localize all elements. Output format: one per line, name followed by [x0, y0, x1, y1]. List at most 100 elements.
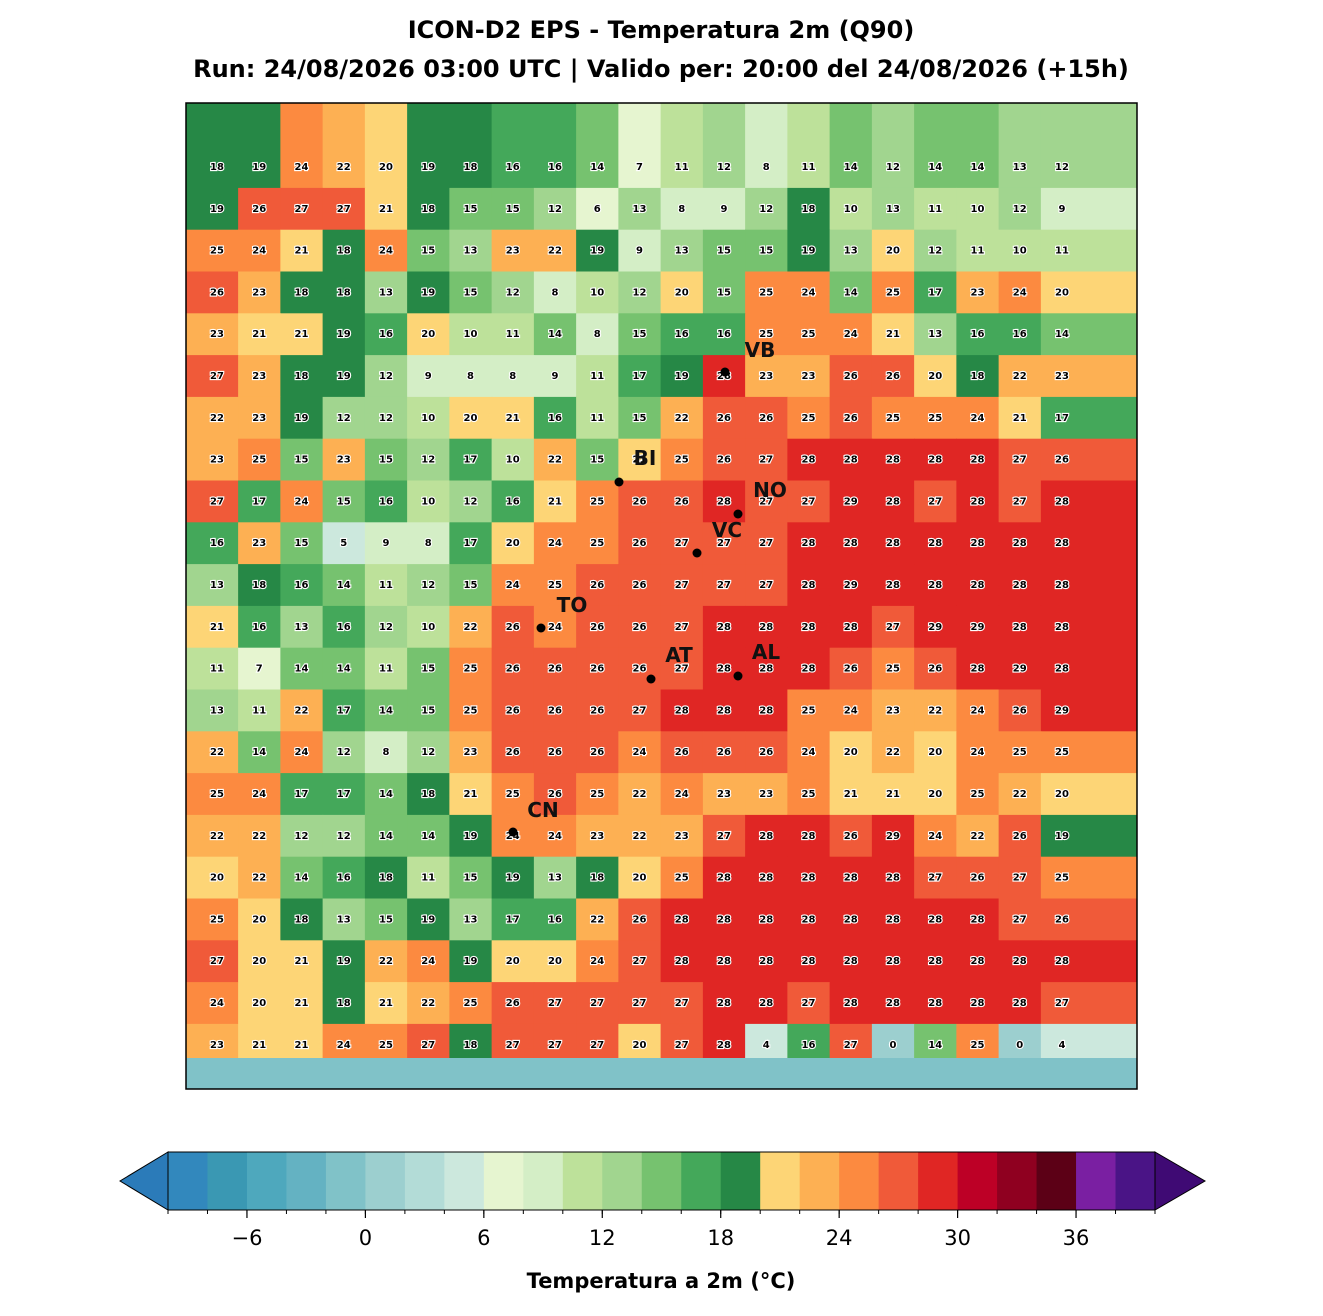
city-marker	[614, 477, 624, 487]
colorbar-tick-label: −6	[231, 1226, 262, 1250]
temperature-value: 12	[633, 287, 647, 298]
temperature-value: 21	[295, 998, 309, 1009]
temperature-cell	[745, 856, 788, 899]
temperature-value: 20	[675, 287, 689, 298]
temperature-cell	[1040, 773, 1137, 816]
temperature-cell	[449, 940, 493, 983]
temperature-value: 8	[552, 287, 559, 298]
temperature-value: 13	[464, 914, 478, 925]
temperature-value: 27	[717, 538, 731, 549]
map-frame	[185, 102, 1138, 1090]
temperature-value: 26	[717, 413, 731, 424]
temperature-cell	[186, 229, 239, 272]
temperature-value: 16	[506, 162, 520, 173]
temperature-value: 25	[802, 413, 816, 424]
temperature-value: 14	[379, 831, 393, 842]
temperature-value: 23	[590, 831, 604, 842]
temperature-cell	[407, 313, 450, 356]
temperature-cell	[660, 355, 704, 398]
temperature-cell	[787, 313, 831, 356]
temperature-value: 9	[552, 371, 559, 382]
temperature-cell	[533, 271, 577, 314]
temperature-cell	[407, 438, 450, 481]
temperature-value: 9	[383, 538, 390, 549]
temperature-value: 21	[379, 204, 393, 215]
temperature-cell	[998, 355, 1042, 398]
temperature-cell	[914, 313, 957, 356]
temperature-cell	[364, 103, 408, 189]
temperature-cell	[914, 229, 957, 272]
colorbar-segment	[365, 1152, 406, 1210]
temperature-cell	[280, 856, 324, 899]
temperature-value: 28	[1055, 496, 1069, 507]
temperature-value: 20	[928, 789, 942, 800]
temperature-cell	[1040, 689, 1137, 732]
temperature-cell	[491, 940, 535, 983]
temperature-value: 26	[506, 998, 520, 1009]
temperature-cell	[364, 856, 408, 899]
temperature-value: 26	[548, 705, 562, 716]
temperature-value: 27	[844, 1040, 858, 1051]
temperature-cell	[660, 814, 704, 858]
temperature-value: 18	[590, 873, 604, 884]
temperature-cell	[914, 564, 957, 607]
temperature-value: 27	[633, 998, 647, 1009]
temperature-value: 12	[759, 204, 773, 215]
temperature-value: 11	[802, 162, 816, 173]
temperature-cell	[576, 313, 619, 356]
temperature-cell	[956, 103, 1000, 189]
temperature-cell	[618, 731, 662, 774]
temperature-value: 20	[1055, 789, 1069, 800]
temperature-cell	[998, 229, 1042, 272]
temperature-cell	[702, 605, 746, 649]
temperature-cell	[186, 605, 239, 649]
temperature-cell	[914, 773, 957, 816]
temperature-value: 24	[548, 538, 562, 549]
temperature-value: 19	[506, 873, 520, 884]
temperature-value: 16	[675, 329, 689, 340]
temperature-cell	[1040, 313, 1137, 356]
temperature-value: 20	[506, 956, 520, 967]
temperature-cell	[660, 229, 704, 272]
temperature-value: 12	[337, 413, 351, 424]
temperature-cell	[702, 438, 746, 481]
temperature-cell	[407, 396, 450, 440]
temperature-value: 21	[295, 956, 309, 967]
temperature-value: 14	[337, 580, 351, 591]
temperature-value: 22	[633, 789, 647, 800]
temperature-value: 28	[759, 664, 773, 675]
temperature-value: 22	[210, 747, 224, 758]
temperature-cell	[702, 522, 746, 565]
temperature-value: 26	[1013, 705, 1027, 716]
temperature-value: 29	[928, 622, 942, 633]
temperature-value: 4	[1059, 1040, 1066, 1051]
temperature-value: 28	[717, 705, 731, 716]
temperature-value: 18	[295, 914, 309, 925]
temperature-cell	[186, 313, 239, 356]
temperature-cell	[829, 564, 873, 607]
temperature-cell	[745, 396, 788, 440]
temperature-value: 11	[506, 329, 520, 340]
temperature-cell	[829, 856, 873, 899]
temperature-value: 12	[421, 747, 435, 758]
temperature-cell	[998, 313, 1042, 356]
temperature-cell	[186, 103, 239, 189]
temperature-value: 26	[548, 747, 562, 758]
temperature-value: 12	[717, 162, 731, 173]
temperature-value: 20	[633, 873, 647, 884]
temperature-value: 24	[295, 162, 309, 173]
temperature-cell	[186, 856, 239, 899]
temperature-cell	[238, 689, 281, 732]
temperature-cell	[322, 982, 366, 1025]
temperature-cell	[280, 313, 324, 356]
temperature-cell	[914, 522, 957, 565]
temperature-value: 21	[252, 329, 266, 340]
temperature-cell	[491, 187, 535, 231]
temperature-cell	[660, 731, 704, 774]
temperature-cell	[322, 438, 366, 481]
temperature-cell	[618, 940, 662, 983]
temperature-value: 16	[548, 914, 562, 925]
temperature-cell	[280, 396, 324, 440]
temperature-cell	[660, 940, 704, 983]
temperature-cell	[449, 187, 493, 231]
